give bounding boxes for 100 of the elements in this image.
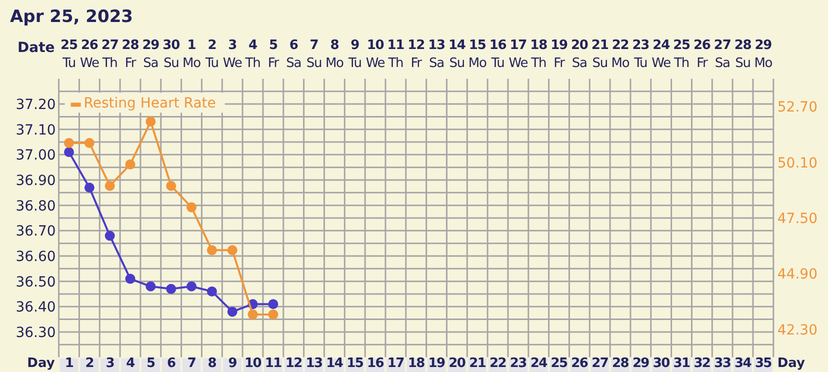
x2-tick-label: 8 Mo [325,38,344,71]
x2-tick-label: 12 Fr [408,38,425,71]
x-tick-label: 4 [126,356,136,371]
x-tick-label: 26 [571,356,588,371]
x-tick-label: 2 [85,356,94,371]
x2-tick-label: 23 Tu [632,38,650,71]
x2-tick-label: 29 Mo [754,38,773,71]
x2-tick-label: 28 Su [734,38,752,71]
y2-tick-label: 52.70 [777,100,818,116]
x2-tick-label: 21 Su [591,38,609,71]
x-tick-label: 14 [326,356,344,371]
x2-tick-label: 9 Tu [347,38,362,71]
point [268,299,278,310]
x-tick-label: 18 [408,356,426,371]
y-tick-label: 36.30 [16,324,56,341]
x2-tick-label: 16 Tu [489,38,507,71]
x2-tick-label: 2 Tu [204,38,219,71]
x-tick-label: 24 [530,356,548,371]
x-tick-label: 21 [469,356,486,371]
x-tick-label: 17 [387,356,405,371]
x2-tick-label: 22 Mo [611,38,630,71]
x-tick-label: 25 [550,356,568,371]
x-tick-label: 10 [244,356,262,371]
x-tick-label: 13 [306,356,324,371]
point [104,230,115,241]
x-tick-label: 35 [754,356,772,371]
y2-tick-label: 50.10 [777,155,818,172]
point [166,284,176,294]
point [104,180,115,191]
x2-tick-label: 10 We [366,38,386,71]
point [186,281,197,292]
y-tick-label: 36.90 [16,173,56,190]
y-tick-label: 36.50 [16,274,56,290]
x2-tick-label: 3 We [222,38,242,71]
x2-tick-label: 17 We [508,38,528,71]
x2-tick-label: 30 Su [162,38,180,71]
text: Day [777,356,806,371]
x-tick-label: 30 [652,356,670,371]
x-axis-title: Day [27,356,56,371]
x-tick-label: 19 [428,356,446,371]
y-tick-label: 37.20 [16,97,56,114]
point [146,281,156,292]
point [125,274,136,284]
y-tick-label: 37.00 [16,148,56,164]
point [248,309,258,320]
x2-tick-label: 18 Th [530,38,548,71]
x2-tick-label: 6 Sa [286,38,302,71]
point [227,306,238,317]
x2-tick-label: 28 Fr [122,38,140,71]
y2-tick-label: 44.90 [777,266,818,283]
x2-tick-label: 13 Sa [428,38,446,71]
x-tick-label: 1 [64,356,74,371]
y-tick-label: 36.80 [16,198,56,214]
point [227,245,238,256]
x-tick-label: 16 [367,356,384,371]
point [146,116,156,127]
point [125,159,136,170]
x-tick-label: 31 [673,356,691,371]
x-tick-label: 23 [510,356,528,371]
point [206,286,217,296]
x2-tick-label: 29 Sa [142,38,160,71]
x-tick-label: 9 [228,356,238,371]
x-tick-label: 28 [612,356,630,371]
point [84,182,94,193]
x-tick-label: 29 [632,356,650,371]
x2-tick-label: 15 Mo [468,38,487,71]
point [166,180,176,191]
y-tick-label: 36.40 [16,300,56,316]
point [64,138,74,148]
y-tick-label: 37.10 [16,122,56,138]
x2-tick-label: 24 We [652,38,672,71]
x2-tick-label: 4 Th [244,38,261,71]
point [186,202,197,212]
x2-tick-label: 27 Th [101,38,119,71]
x-tick-label: 20 [448,356,466,371]
x-tick-label: 22 [490,356,506,371]
x-tick-label: 33 [714,356,732,371]
x2-tick-label: 27 Sa [714,38,732,71]
x-tick-label: 27 [592,356,609,371]
x-tick-label: 6 [166,356,176,371]
x-tick-label: 5 [146,356,156,371]
x2-tick-label: 26 Fr [693,38,711,71]
x2-tick-label: 20 Sa [570,38,588,71]
x-tick-label: 12 [285,356,302,371]
x2-tick-label: 19 Fr [550,38,568,71]
x2-tick-label: 1 Mo [182,38,202,71]
x-tick-label: 34 [734,356,752,371]
x-tick-label: 11 [264,356,282,371]
x-tick-label: 8 [208,356,217,371]
point [268,309,278,320]
point [84,138,94,148]
x-tick-label: 7 [187,356,196,371]
x-tick-label: 32 [694,356,710,371]
x-tick-label: 3 [106,356,115,371]
x2-tick-label: 11 Th [387,38,405,71]
y-tick-label: 36.60 [16,248,56,265]
x-tick-label: 15 [346,356,364,371]
point [64,147,74,158]
x2-tick-label: 25 Tu [60,38,78,71]
chart-title: Apr 25, 2023 [10,7,133,27]
